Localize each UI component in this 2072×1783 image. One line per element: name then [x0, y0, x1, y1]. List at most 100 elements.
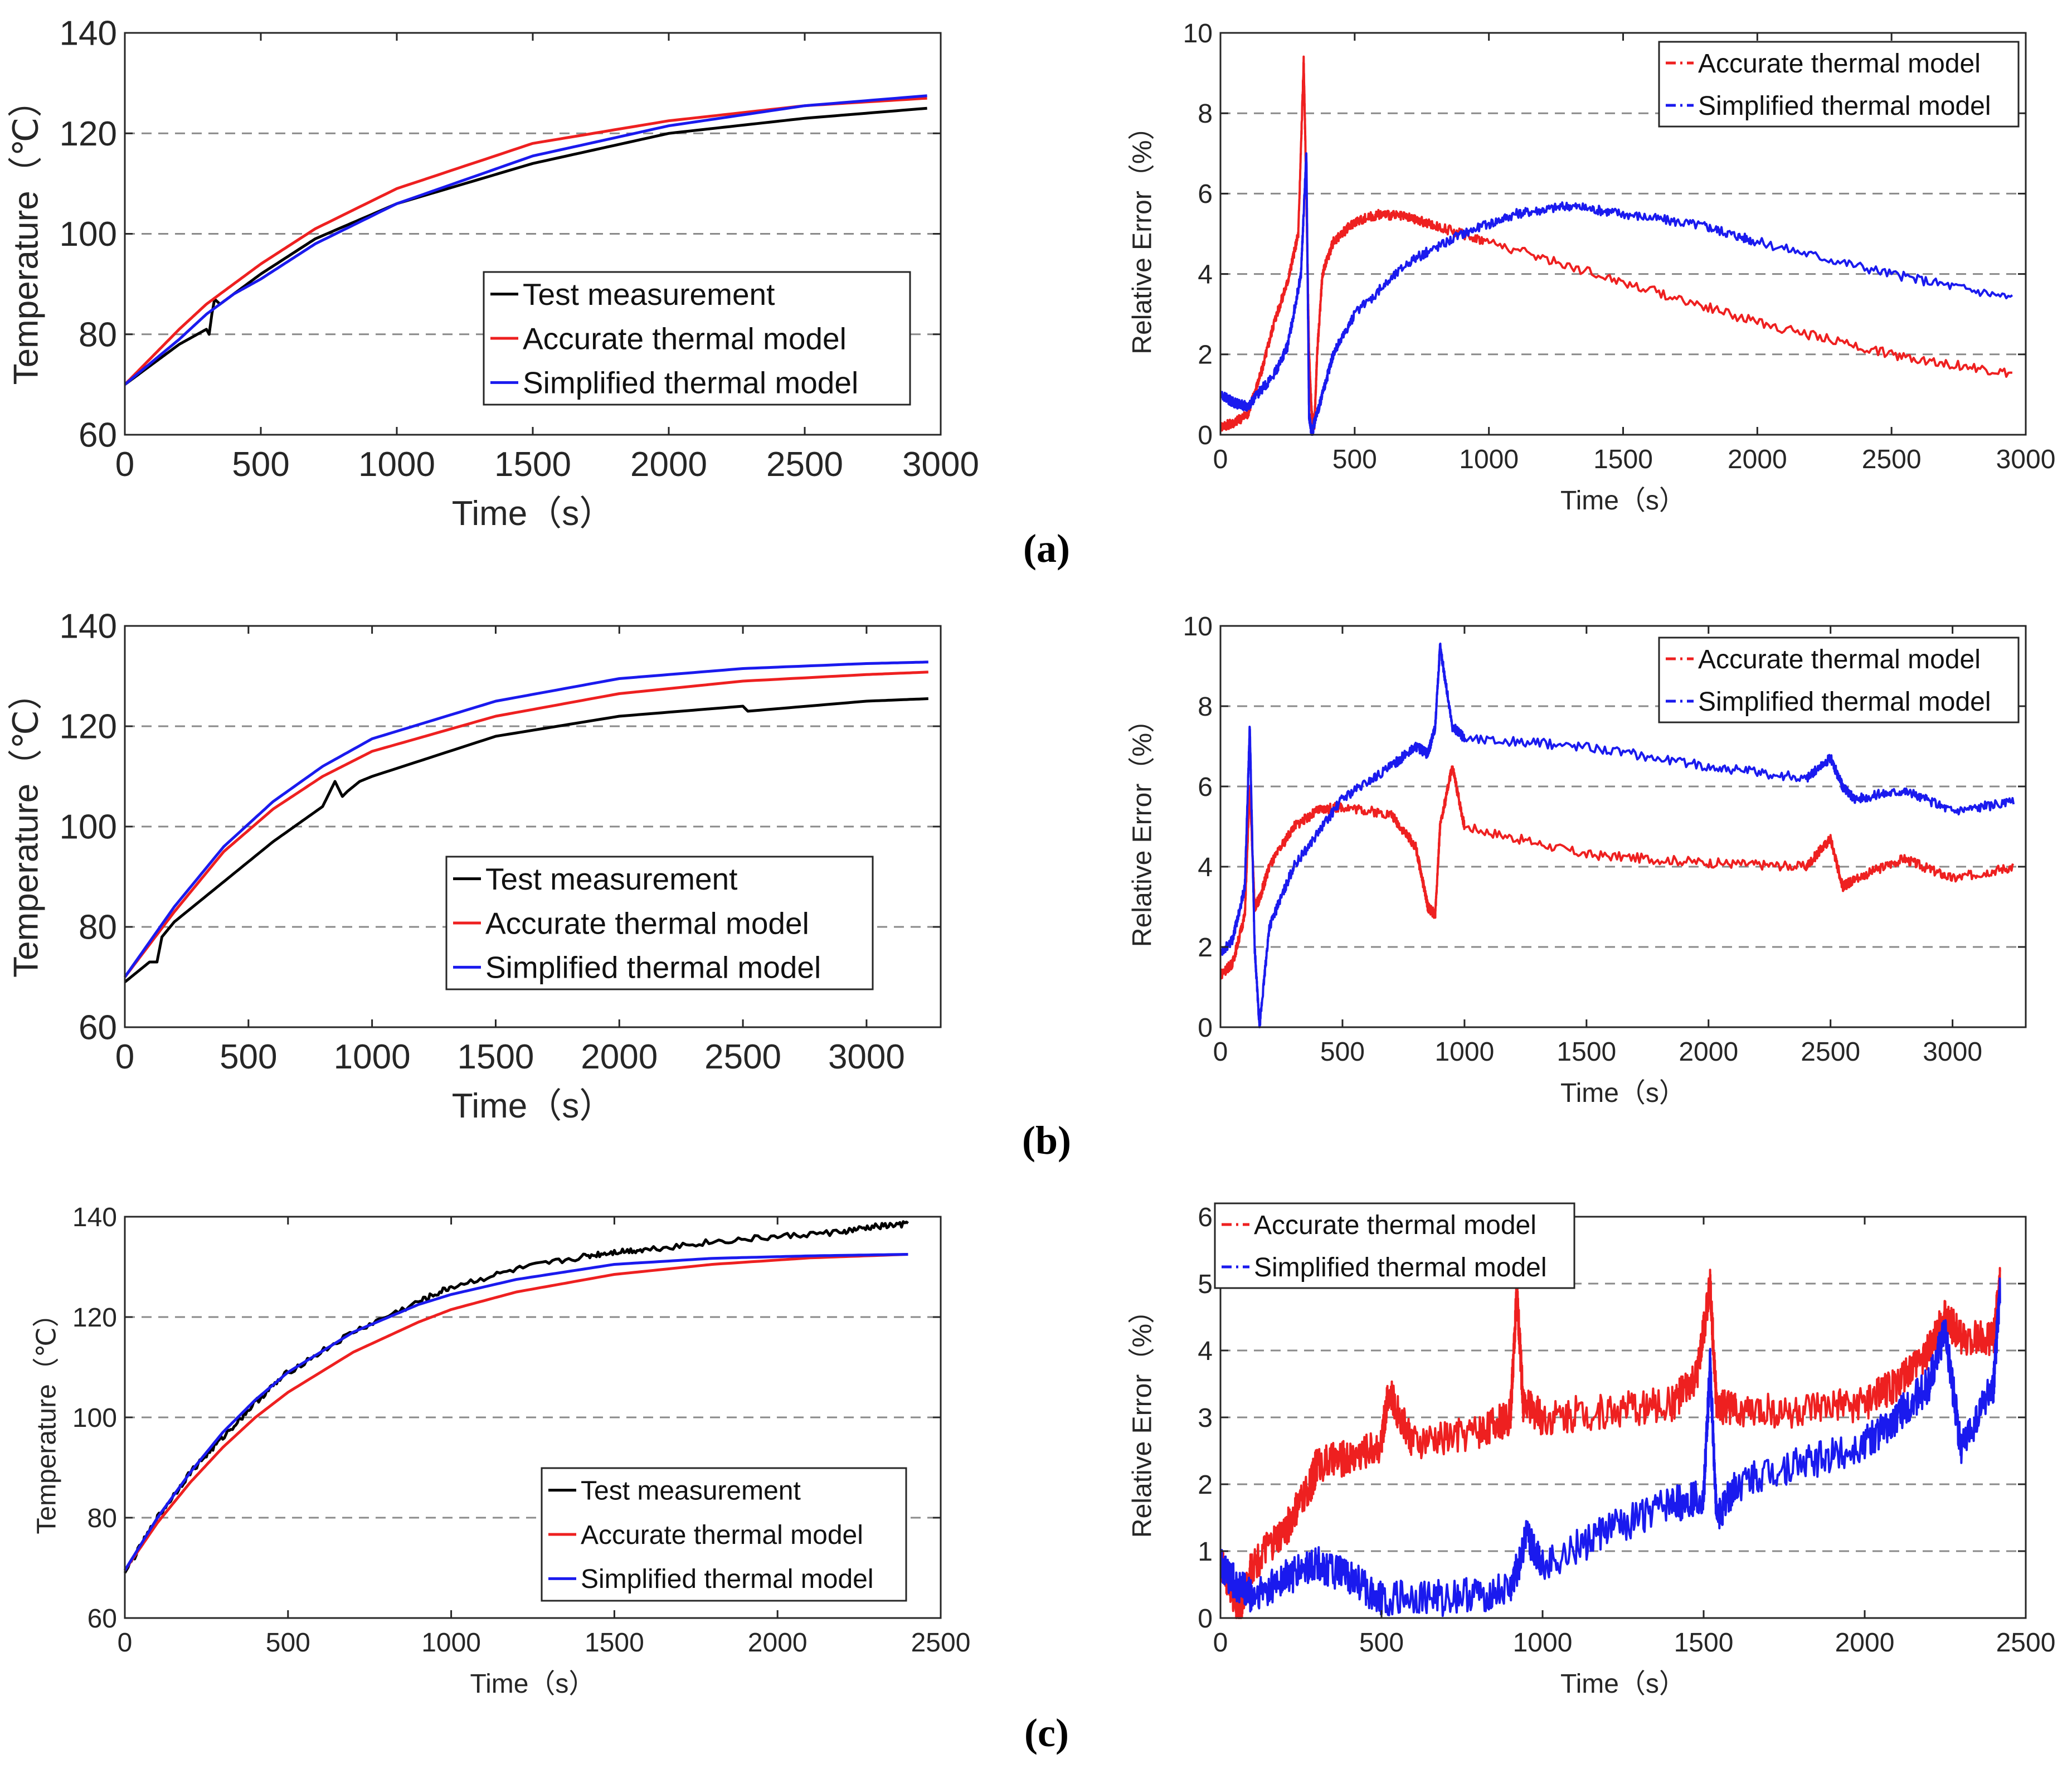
x-tick-label: 2000 — [1679, 1037, 1738, 1067]
y-tick-label: 80 — [87, 1504, 117, 1533]
y-tick-label: 140 — [60, 608, 117, 646]
y-tick-label: 60 — [87, 1604, 117, 1634]
legend-label: Accurate thermal model — [581, 1520, 863, 1550]
legend-label: Simplified thermal model — [1698, 687, 1991, 717]
y-tick-label: 80 — [79, 315, 117, 354]
series-line-1 — [1219, 1267, 2001, 1619]
x-tick-label: 3000 — [1923, 1037, 1982, 1067]
x-tick-label: 2500 — [766, 445, 843, 484]
series-line-2 — [1219, 642, 2015, 1028]
chart-b-left: 0 500 1000 1500 2000 2500 3000 60 80 100 120 140 Tim… — [7, 608, 942, 1125]
y-tick-label: 10 — [1183, 19, 1213, 48]
legend-label: Test measurement — [485, 862, 737, 896]
x-tick-label: 2000 — [1728, 445, 1787, 474]
x-tick-label: 2500 — [1801, 1037, 1860, 1067]
panel-caption: (b) — [1022, 1118, 1071, 1163]
legend-label: Accurate thermal model — [1254, 1211, 1536, 1240]
chart-b-right: 0 500 1000 1500 2000 2500 3000 0 2 4 6 8 10 Time（s） Re… — [1128, 612, 2027, 1108]
x-axis-label: Time（s） — [470, 1669, 596, 1699]
y-tick-label: 140 — [72, 1203, 117, 1232]
y-axis-label: Relative Error（%） — [1128, 113, 1157, 354]
legend-label: Simplified thermal model — [581, 1565, 874, 1594]
y-tick-label: 4 — [1198, 1337, 1213, 1366]
chart-c-right: 0 500 1000 1500 2000 2500 0 1 2 3 4 5 6 Time（s） Relati… — [1128, 1202, 2056, 1699]
legend-label: Simplified thermal model — [523, 366, 858, 400]
y-tick-label: 60 — [79, 1009, 117, 1047]
series-line-2 — [1219, 152, 2013, 436]
legend: Test measurement Accurate thermal model Si… — [445, 856, 874, 990]
legend: Test measurement Accurate thermal model Si… — [483, 271, 911, 406]
y-tick-label: 0 — [1198, 1604, 1213, 1634]
y-tick-label: 8 — [1198, 99, 1213, 129]
x-tick-label: 1000 — [358, 445, 435, 484]
x-tick-label: 1000 — [1513, 1628, 1573, 1658]
x-tick-label: 1500 — [1557, 1037, 1616, 1067]
y-tick-label: 0 — [1198, 1013, 1213, 1043]
chart-a-left: 0 500 1000 1500 2000 2500 3000 60 80 100 120 140 Tim… — [7, 14, 979, 533]
y-tick-label: 120 — [60, 708, 117, 746]
y-axis-label: Relative Error（%） — [1128, 706, 1157, 947]
y-axis-label: Temperature（℃） — [7, 676, 45, 978]
x-tick-label: 1500 — [585, 1628, 644, 1658]
y-tick-label: 2 — [1198, 341, 1213, 370]
y-tick-label: 6 — [1198, 773, 1213, 802]
y-tick-label: 120 — [72, 1303, 117, 1333]
x-axis-label: Time（s） — [1560, 486, 1686, 516]
panel-caption: (a) — [1023, 526, 1070, 571]
series-line-2 — [1219, 1277, 2001, 1617]
legend-box — [483, 271, 911, 406]
x-tick-label: 1000 — [334, 1038, 411, 1076]
x-tick-label: 0 — [1213, 445, 1228, 474]
series-line-3 — [123, 1253, 908, 1571]
x-tick-label: 2500 — [911, 1628, 971, 1658]
legend-box — [1658, 637, 2020, 723]
y-axis-label: Temperature（℃） — [32, 1300, 62, 1534]
x-tick-label: 1000 — [1434, 1037, 1494, 1067]
y-tick-label: 80 — [79, 908, 117, 947]
x-tick-label: 500 — [232, 445, 289, 484]
y-axis-label: Temperature（℃） — [7, 83, 45, 385]
axes-frame — [1219, 625, 2027, 1028]
x-tick-label: 3000 — [1996, 445, 2056, 474]
y-tick-label: 5 — [1198, 1270, 1213, 1299]
legend-label: Simplified thermal model — [1698, 91, 1991, 121]
x-tick-label: 500 — [1359, 1628, 1404, 1658]
x-tick-label: 0 — [1213, 1037, 1228, 1067]
y-tick-label: 0 — [1198, 421, 1213, 450]
y-tick-label: 120 — [60, 115, 117, 153]
series-line-1 — [1219, 55, 2013, 432]
series-line-2 — [123, 671, 928, 978]
y-tick-label: 3 — [1198, 1403, 1213, 1433]
series-line-3 — [123, 660, 928, 978]
y-tick-label: 100 — [72, 1403, 117, 1433]
x-tick-label: 2500 — [1996, 1628, 2056, 1658]
legend-label: Accurate thermal model — [1698, 645, 1981, 674]
x-tick-label: 1500 — [1593, 445, 1653, 474]
y-tick-label: 100 — [60, 808, 117, 847]
x-tick-label: 2000 — [581, 1038, 658, 1076]
y-tick-label: 2 — [1198, 933, 1213, 963]
x-tick-label: 0 — [118, 1628, 133, 1658]
legend: Accurate thermal model Simplified thermal… — [1658, 637, 2020, 723]
y-tick-label: 4 — [1198, 853, 1213, 882]
legend-box — [1658, 41, 2020, 128]
y-tick-label: 60 — [79, 416, 117, 455]
y-tick-label: 1 — [1198, 1537, 1213, 1567]
legend-label: Test measurement — [523, 277, 775, 312]
series-line-1 — [1219, 765, 2015, 980]
legend-label: Test measurement — [581, 1476, 801, 1505]
x-axis-label: Time（s） — [1560, 1078, 1686, 1108]
x-tick-label: 1500 — [1674, 1628, 1734, 1658]
x-tick-label: 500 — [220, 1038, 277, 1076]
x-tick-label: 1000 — [1459, 445, 1519, 474]
legend-label: Simplified thermal model — [1254, 1253, 1547, 1282]
x-tick-label: 0 — [1213, 1628, 1228, 1658]
x-tick-label: 2000 — [748, 1628, 808, 1658]
x-tick-label: 1500 — [494, 445, 571, 484]
y-tick-label: 6 — [1198, 179, 1213, 209]
panel-caption: (c) — [1024, 1711, 1069, 1755]
legend-label: Accurate thermal model — [523, 321, 847, 356]
x-tick-label: 3000 — [828, 1038, 905, 1076]
legend-box — [1214, 1202, 1575, 1289]
